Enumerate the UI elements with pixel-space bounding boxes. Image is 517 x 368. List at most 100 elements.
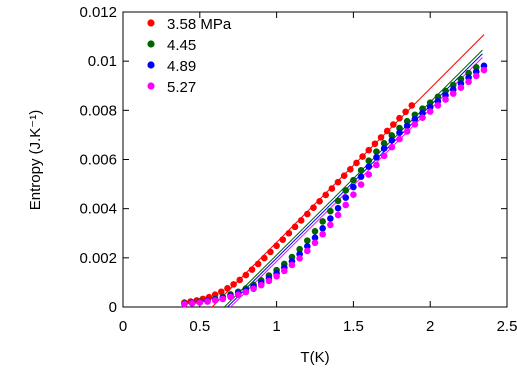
data-point <box>373 148 380 155</box>
data-point <box>236 276 244 284</box>
data-point <box>411 121 419 128</box>
data-point <box>396 129 403 137</box>
data-point <box>227 293 234 301</box>
legend-label: 4.45 <box>167 37 196 54</box>
data-point <box>350 191 357 198</box>
data-point <box>311 227 319 235</box>
data-point <box>196 299 204 306</box>
data-point <box>371 140 379 148</box>
data-point <box>350 176 357 184</box>
data-point <box>304 237 311 244</box>
data-point <box>319 225 326 232</box>
data-point <box>319 230 326 238</box>
data-point <box>265 277 273 285</box>
data-point <box>296 255 303 262</box>
data-point <box>419 114 426 122</box>
x-tick-label: 0.5 <box>189 318 210 335</box>
y-tick-label: 0.006 <box>79 152 117 169</box>
data-point <box>234 291 242 299</box>
data-point <box>350 183 357 191</box>
data-point <box>365 171 373 178</box>
data-point <box>357 167 365 174</box>
data-point <box>311 234 319 241</box>
data-point <box>327 215 334 222</box>
data-point <box>328 185 336 192</box>
data-point <box>457 84 465 92</box>
x-tick-label: 2 <box>426 318 434 335</box>
y-tick-label: 0.01 <box>88 53 117 70</box>
data-point <box>288 261 296 269</box>
data-point <box>390 121 397 128</box>
data-point <box>403 122 411 130</box>
data-point <box>334 204 342 212</box>
data-point <box>357 173 365 181</box>
data-point <box>296 245 303 253</box>
data-point <box>254 260 262 268</box>
data-point <box>365 163 373 170</box>
plot-frame <box>122 11 508 308</box>
y-axis-label: Entropy (J.K⁻¹) <box>27 110 44 210</box>
data-point <box>359 153 366 160</box>
y-tick-label: 0.002 <box>79 250 117 267</box>
data-point <box>347 166 354 173</box>
x-axis-label: T(K) <box>300 349 329 366</box>
data-point <box>388 132 396 139</box>
data-point <box>396 114 403 122</box>
data-point <box>219 295 227 303</box>
data-point <box>230 281 237 288</box>
data-point <box>465 78 472 86</box>
data-point <box>342 201 350 209</box>
data-point <box>224 285 231 292</box>
data-point <box>472 72 480 80</box>
data-point <box>304 242 311 250</box>
data-point <box>297 217 305 224</box>
data-point <box>242 288 250 296</box>
data-point <box>396 124 403 132</box>
x-tick-label: 2.5 <box>497 318 517 335</box>
data-point <box>310 204 317 211</box>
data-point <box>380 152 388 160</box>
data-point <box>403 128 411 135</box>
data-point <box>304 247 311 255</box>
data-point <box>280 267 288 275</box>
data-point <box>411 115 419 123</box>
data-point <box>204 298 211 305</box>
data-point <box>218 288 225 296</box>
data-point <box>373 161 380 169</box>
data-point <box>342 187 350 194</box>
y-tick-label: 0 <box>109 299 117 316</box>
data-point <box>327 221 334 229</box>
data-point <box>365 157 373 165</box>
x-tick-label: 0 <box>119 318 127 335</box>
data-point <box>380 139 388 147</box>
data-point <box>373 153 380 161</box>
data-point <box>248 266 256 273</box>
legend-label: 3.58 MPa <box>167 16 232 33</box>
data-point <box>273 272 280 280</box>
data-points <box>181 62 488 308</box>
data-point <box>257 281 265 289</box>
y-axis-ticks: 0 0.002 0.004 0.006 0.008 0.01 0.012 <box>79 4 507 316</box>
legend-marker <box>147 19 155 27</box>
data-point <box>434 102 442 109</box>
data-point <box>291 223 299 231</box>
data-point <box>261 254 268 262</box>
data-point <box>480 66 488 74</box>
data-point <box>365 146 373 154</box>
data-point <box>242 271 250 279</box>
data-point <box>334 197 342 205</box>
data-point <box>402 108 409 116</box>
data-point <box>388 143 396 151</box>
data-point <box>449 90 457 97</box>
data-point <box>419 109 426 117</box>
data-point <box>403 117 411 125</box>
x-tick-label: 1 <box>272 318 280 335</box>
legend-marker <box>147 40 155 48</box>
data-point <box>340 172 348 180</box>
data-point <box>426 108 434 115</box>
data-point <box>396 135 403 143</box>
data-point <box>380 145 388 152</box>
y-tick-label: 0.008 <box>79 102 117 119</box>
y-tick-label: 0.004 <box>79 201 117 218</box>
